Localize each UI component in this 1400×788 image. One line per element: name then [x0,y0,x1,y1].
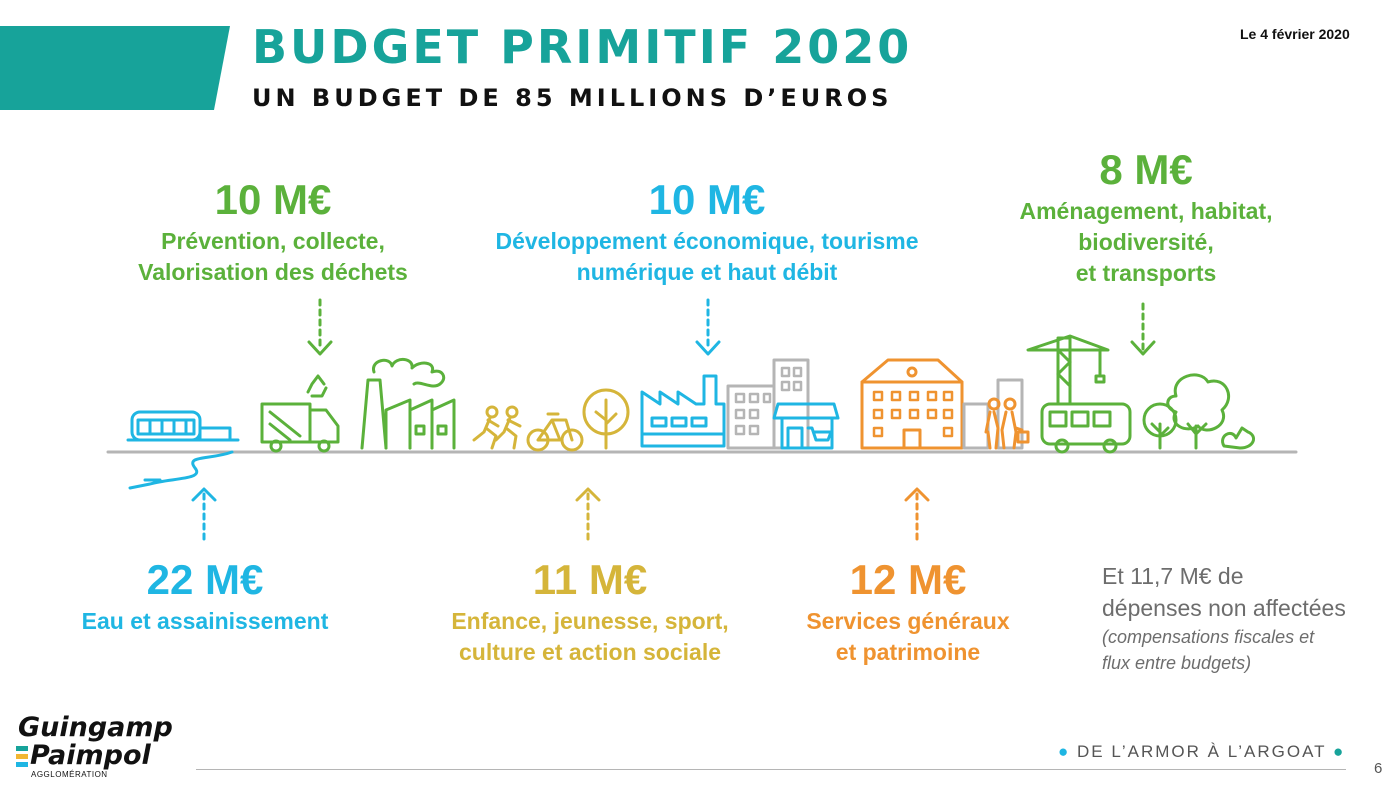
header-banner [0,26,230,110]
budget-item-eau: 22 M€ Eau et assainissement [50,556,360,637]
page-number: 6 [1374,760,1383,777]
arrow-dechets [307,298,333,356]
note-line-1: Et 11,7 M€ de [1102,563,1244,589]
footer-divider [196,769,1346,770]
crane-bus-icon [1026,334,1132,454]
label-amenagement-2: biodiversité, [1078,229,1214,255]
amount-eau: 22 M€ [146,556,264,603]
note-line-4: flux entre budgets) [1102,653,1252,673]
amount-dechets: 10 M€ [214,176,332,223]
label-services-2: et patrimoine [835,639,981,665]
logo-text-paimpol: Paimpol [30,740,151,771]
shop-icon [772,402,840,450]
budget-item-amenagement: 8 M€ Aménagement, habitat, biodiversité,… [990,146,1302,289]
arrow-eco [695,298,721,356]
factory-icon [640,374,726,448]
footer-tagline: ● DE L’ARMOR À L’ARGOAT ● [1058,742,1345,762]
label-services-1: Services généraux [806,608,1010,634]
label-eau-1: Eau et assainissement [81,608,329,634]
garbage-truck-icon [260,374,340,453]
dot-icon: ● [1058,742,1071,761]
note-line-3: (compensations fiscales et [1102,627,1315,647]
note-line-2: dépenses non affectées [1102,595,1346,621]
logo-stripes-icon [16,746,28,767]
page-subtitle: UN BUDGET DE 85 MILLIONS D’EUROS [252,84,893,112]
amount-amenagement: 8 M€ [1099,146,1193,193]
people-icon [962,378,1030,450]
logo-subtitle: AGGLOMÉRATION [31,770,108,779]
budget-item-services: 12 M€ Services généraux et patrimoine [780,556,1036,668]
sport-icon [472,388,630,452]
arrows [191,298,1156,546]
budget-item-eco: 10 M€ Développement économique, tourisme… [460,176,954,288]
page-title: BUDGET PRIMITIF 2020 [252,20,913,74]
amount-services: 12 M€ [849,556,967,603]
logo-text-guingamp: Guingamp [18,712,173,743]
amount-eco: 10 M€ [648,176,766,223]
incinerator-icon [360,358,456,450]
trees-squirrel-icon [1142,373,1256,450]
note-unallocated: Et 11,7 M€ de dépenses non affectées (co… [1102,560,1346,676]
label-enfance-2: culture et action sociale [458,639,722,665]
label-eco-2: numérique et haut débit [576,259,838,285]
budget-item-enfance: 11 M€ Enfance, jeunesse, sport, culture … [420,556,760,668]
water-plant-icon [126,410,240,490]
tagline-text: DE L’ARMOR À L’ARGOAT [1077,742,1327,761]
arrow-amenagement [1130,302,1156,356]
date-label: Le 4 février 2020 [1240,26,1350,42]
label-dechets-1: Prévention, collecte, [161,228,385,254]
arrow-services [904,487,930,546]
label-enfance-1: Enfance, jeunesse, sport, [451,608,729,634]
town-hall-icon [860,358,964,450]
amount-enfance: 11 M€ [532,556,648,603]
label-dechets-2: Valorisation des déchets [138,259,408,285]
arrow-enfance [575,487,601,546]
dot-icon: ● [1332,742,1346,761]
budget-item-dechets: 10 M€ Prévention, collecte, Valorisation… [100,176,446,288]
label-eco-1: Développement économique, tourisme [495,228,919,254]
label-amenagement-1: Aménagement, habitat, [1019,198,1273,224]
arrow-eau [191,487,217,546]
label-amenagement-3: et transports [1075,260,1217,286]
